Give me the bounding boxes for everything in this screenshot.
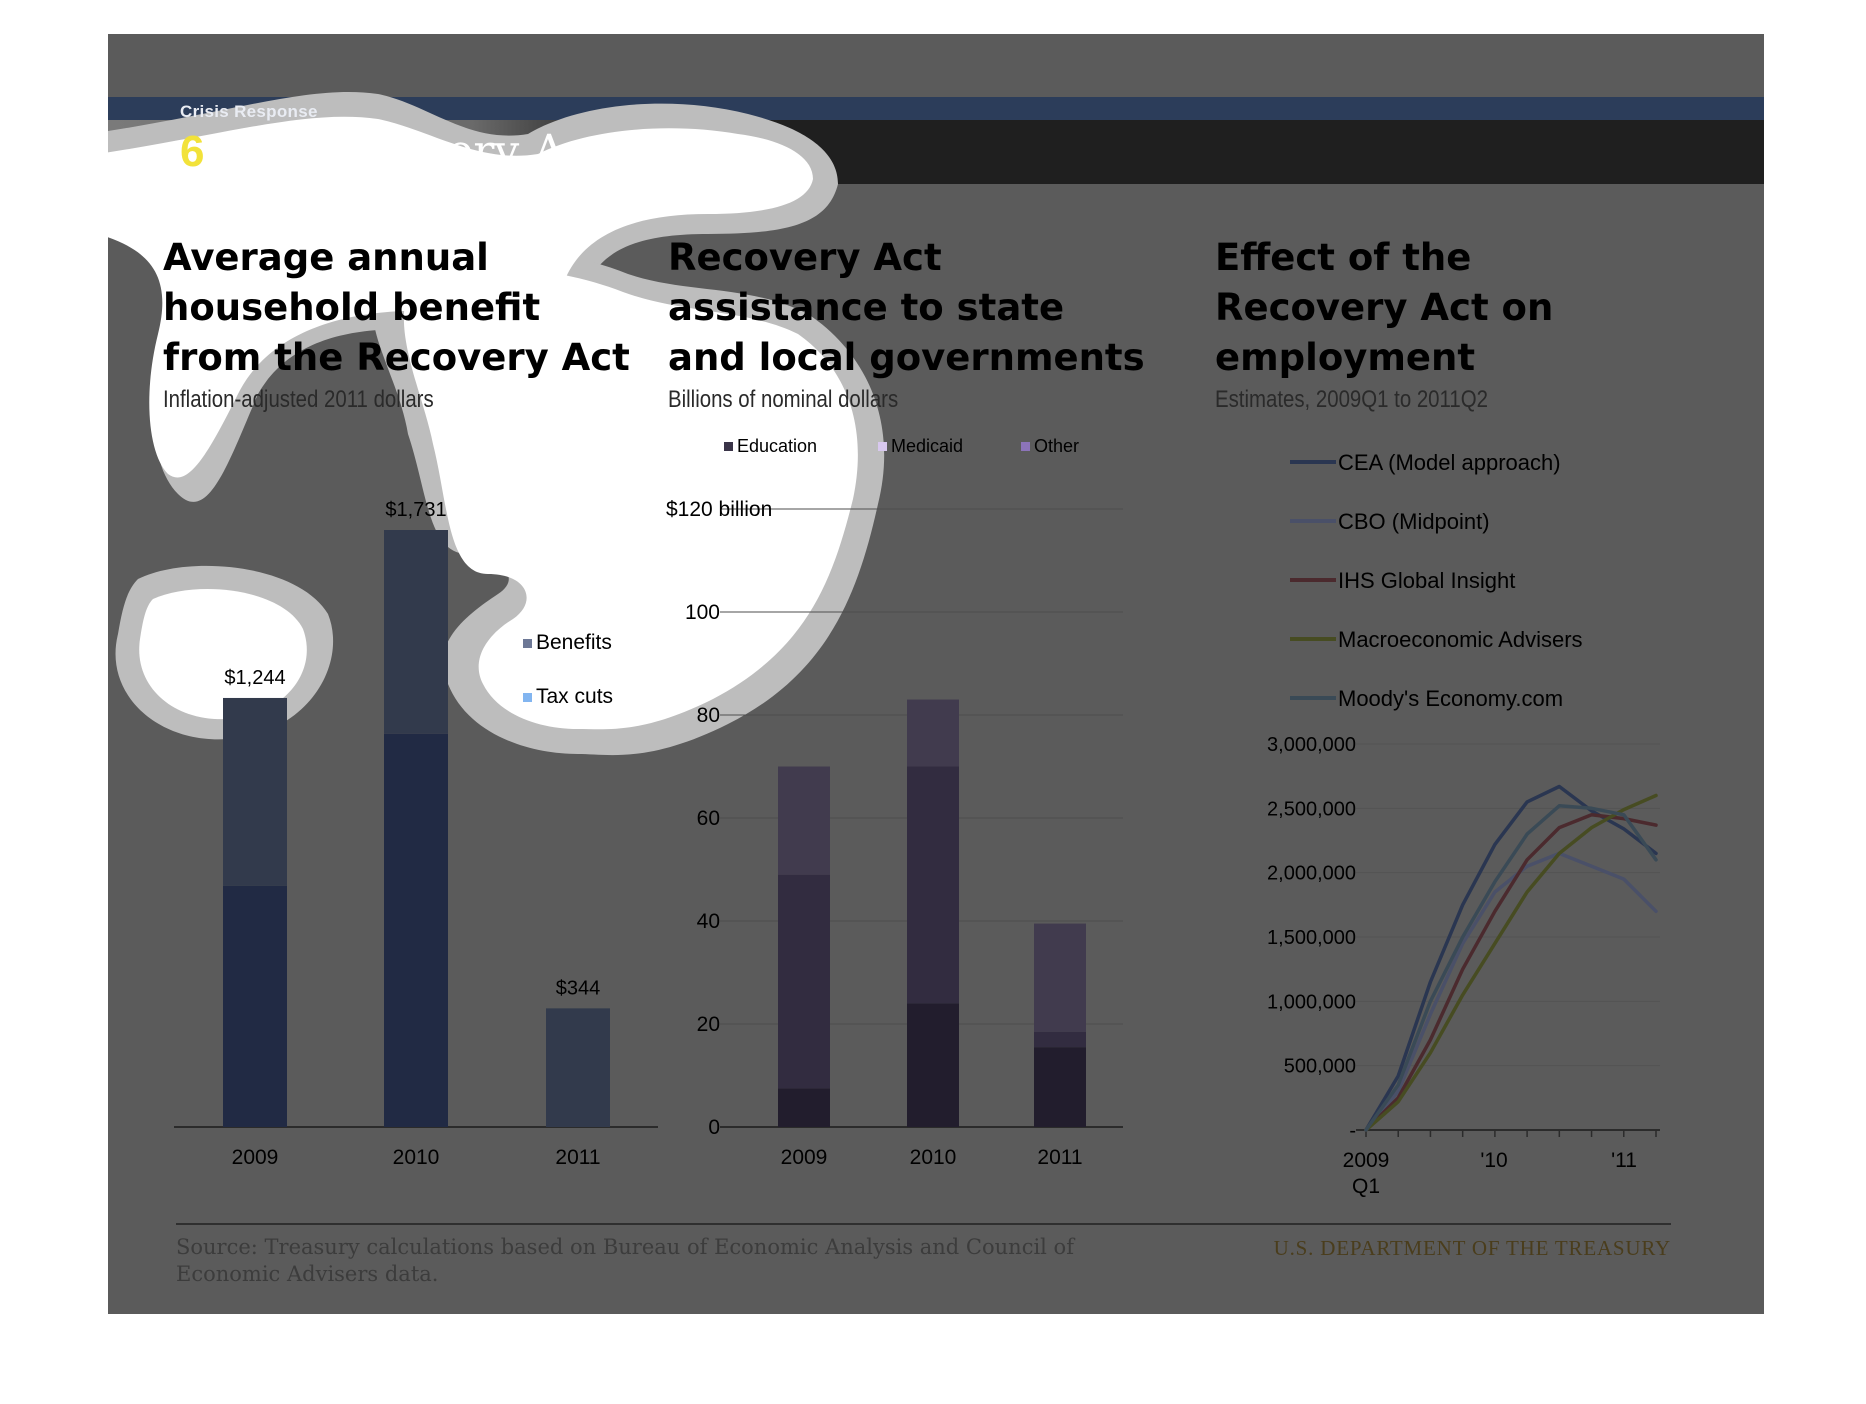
chart3-x-tick-11: '11 [1611,1149,1637,1172]
chart2-x-tick-2010: 2010 [910,1146,957,1169]
chart1-x-tick-2010: 2010 [393,1146,440,1169]
chart1-legend-taxcuts: Tax cuts [523,685,613,709]
chart1-bar-tax-cuts-2010 [384,733,448,1127]
highlight-blob-left [139,589,307,720]
legend-swatch-benefits [523,639,532,648]
chart2-y-tick-20: 20 [697,1013,720,1036]
chart3-y-tick-1: 500,000 [1284,1056,1356,1078]
chart2-bar-education-2009 [778,1088,830,1127]
highlight-blob-main [403,268,858,730]
chart2-legend-education-label: Education [737,436,818,456]
chart1-legend-taxcuts-label: Tax cuts [536,685,614,708]
chart1-total-label-2009: $1,244 [224,667,285,689]
chart3-legend-cbo-label: CBO (Midpoint) [1338,509,1490,534]
chart2-y-tick-120: $120 billion [666,498,772,521]
chart2-y-tick-100: 100 [685,601,720,624]
chart3-legend-ihs-label: IHS Global Insight [1338,568,1516,593]
chart1-household-benefit: $1,244 2009 $1,731 2010 $344 2011 [174,499,658,1169]
slide: Crisis Response 6 The Recovery Act Averag… [108,34,1764,1314]
chart2-x-tick-2009: 2009 [781,1146,828,1169]
chart2-x-tick-2011: 2011 [1037,1146,1082,1169]
chart3-subtitle: Estimates, 2009Q1 to 2011Q2 [1215,386,1488,413]
chart3-y-tick-4: 2,000,000 [1267,863,1356,885]
chart2-legend-other: Other [1021,436,1079,457]
legend-line-ihs [1290,578,1336,582]
chart1-x-tick-2009: 2009 [232,1146,279,1169]
chart2-legend-education: Education [724,436,817,457]
chart1-bar-benefits-2009 [223,697,287,886]
chart3-title: Effect of the Recovery Act on employment [1215,236,1554,379]
slide-title: 6 The Recovery Act [180,126,607,177]
legend-swatch-tax-cuts [523,693,532,702]
footer-divider [176,1223,1671,1225]
chart2-title: Recovery Act assistance to state and loc… [668,236,1145,379]
chart2-bar-medicaid-2010 [907,766,959,1004]
chart3-x-tick-10: '10 [1480,1149,1507,1172]
chart2-subtitle: Billions of nominal dollars [668,386,899,413]
legend-swatch-education [724,442,733,451]
chart2-bar-other-2010 [907,699,959,767]
chart1-legend-benefits-label: Benefits [536,631,612,654]
chart2-bar-medicaid-2009 [778,874,830,1089]
legend-line-cea [1290,460,1336,464]
chart3-legend-macro: Macroeconomic Advisers [1290,627,1583,653]
chart3-y-tick-6: 3,000,000 [1267,734,1356,756]
chart1-bar-benefits-2011 [546,1008,610,1127]
chart1-total-label-2011: $344 [556,977,601,999]
chart2-y-tick-0: 0 [708,1116,720,1139]
chart2-y-tick-40: 40 [697,910,720,933]
chart3-legend-moodys-label: Moody's Economy.com [1338,686,1564,711]
chart3-legend-cea-label: CEA (Model approach) [1338,450,1561,475]
chart2-y-tick-80: 80 [697,704,720,727]
legend-swatch-other [1021,442,1030,451]
chart3-legend-cea: CEA (Model approach) [1290,450,1561,476]
source-note: Source: Treasury calculations based on B… [176,1235,1074,1286]
legend-line-moodys [1290,696,1336,700]
chart1-title: Average annual household benefit from th… [163,236,630,379]
legend-line-cbo [1290,519,1336,523]
chart2-bar-education-2011 [1034,1047,1086,1127]
section-label: Crisis Response [180,102,318,121]
highlight-blob-layer [108,92,885,756]
chart2-bar-education-2010 [907,1003,959,1127]
chart3-legend-moodys: Moody's Economy.com [1290,686,1563,712]
chart3-legend-ihs: IHS Global Insight [1290,568,1515,594]
chart3-legend-cbo: CBO (Midpoint) [1290,509,1490,535]
chart3-series-line-4 [1364,804,1658,1132]
chart3-y-tick-3: 1,500,000 [1267,927,1356,949]
chart2-y-tick-60: 60 [697,807,720,830]
chart1-legend-benefits: Benefits [523,631,612,655]
chart1-bar-benefits-2010 [384,530,448,734]
legend-swatch-medicaid [878,442,887,451]
chart3-y-tick-5: 2,500,000 [1267,798,1356,820]
chart1-total-label-2010: $1,731 [385,499,446,521]
chart2-bar-medicaid-2011 [1034,1031,1086,1048]
chart3-x-tick-2009: 2009 Q1 [1343,1149,1390,1198]
chart3-y-tick-2: 1,000,000 [1267,991,1356,1013]
chart3-employment-effect: - 500,000 1,000,000 1,500,000 2,000,000 2,500… [1267,734,1660,1198]
legend-line-macro [1290,637,1336,641]
chart3-legend-macro-label: Macroeconomic Advisers [1338,627,1583,652]
chart1-bar-tax-cuts-2009 [223,885,287,1127]
chart1-subtitle: Inflation-adjusted 2011 dollars [163,386,434,413]
chart3-x-tick-2009-quarter: Q1 [1352,1175,1380,1198]
chart3-y-tick-0: - [1349,1120,1356,1142]
slide-number: 6 [180,127,205,176]
slide-title-text: The Recovery Act [214,126,608,177]
department-label: U.S. DEPARTMENT OF THE TREASURY [1273,1236,1671,1260]
chart2-state-local-assistance: 0 20 40 60 80 100 $120 billion 2009 2010 2011 [666,498,1123,1169]
chart3-series-line-1 [1364,851,1658,1132]
header-stripe [108,97,1764,120]
chart3-x-tick-2009-year: 2009 [1343,1149,1390,1172]
chart2-legend-medicaid-label: Medicaid [891,436,964,456]
chart2-bar-other-2009 [778,766,830,875]
chart2-bar-other-2011 [1034,923,1086,1032]
chart2-legend-other-label: Other [1034,436,1080,456]
chart3-series-line-3 [1364,793,1658,1132]
chart2-legend-medicaid: Medicaid [878,436,963,457]
chart1-x-tick-2011: 2011 [555,1146,600,1169]
